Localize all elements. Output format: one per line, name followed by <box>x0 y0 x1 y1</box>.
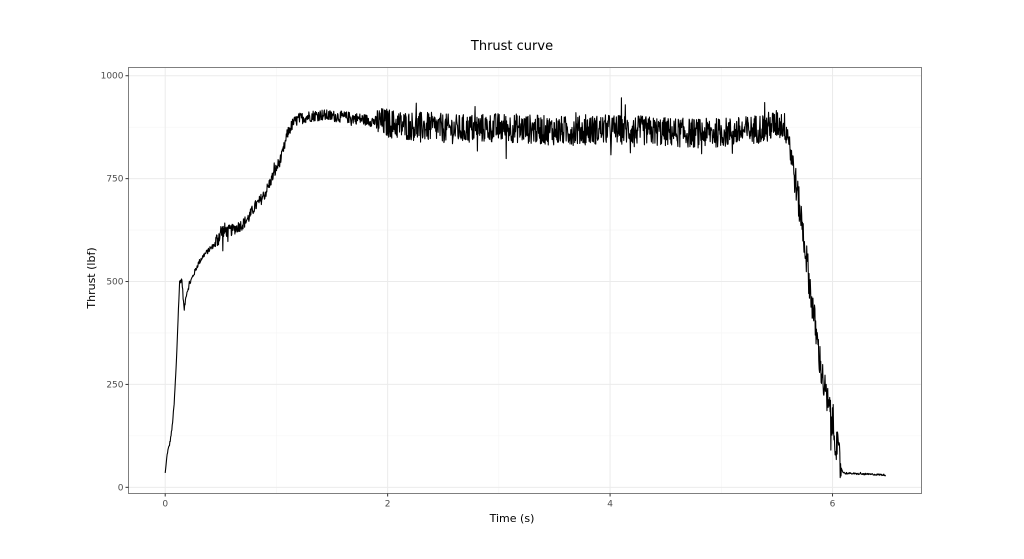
x-tick-label: 6 <box>830 500 836 510</box>
thrust-line <box>164 97 887 479</box>
x-tick-label: 4 <box>607 500 613 510</box>
panel-border <box>128 67 922 494</box>
chart-title: Thrust curve <box>470 39 553 54</box>
y-axis-title: Thrust (lbf) <box>85 247 98 309</box>
x-tick-label: 2 <box>385 500 391 510</box>
y-tick-label: 1000 <box>101 72 124 82</box>
y-tick-label: 500 <box>106 278 123 288</box>
y-tick-label: 0 <box>118 483 124 493</box>
x-tick-label: 0 <box>162 500 168 510</box>
y-tick-label: 250 <box>106 380 123 390</box>
x-axis-title: Time (s) <box>489 512 535 525</box>
y-axis-ticks: 0 250 500 750 1000 <box>101 72 129 493</box>
y-tick-label: 750 <box>106 175 123 185</box>
x-axis-ticks: 0 2 4 6 <box>162 493 836 510</box>
